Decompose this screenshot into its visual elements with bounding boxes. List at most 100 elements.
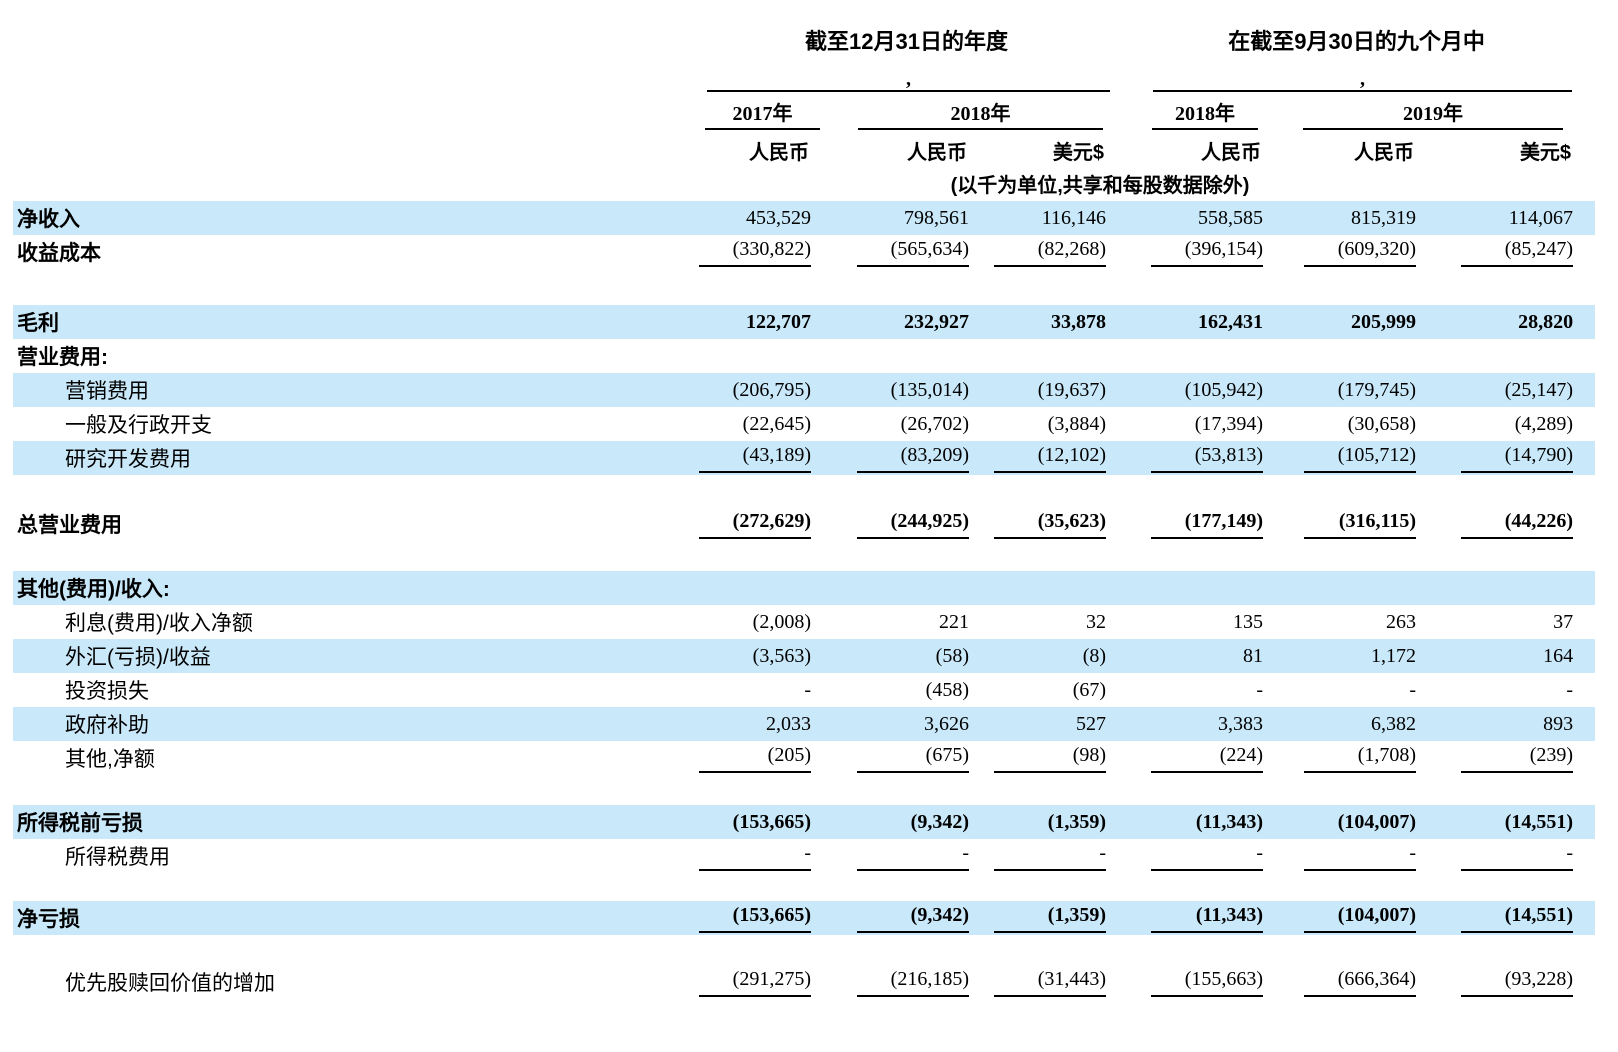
value-text: 122,707 bbox=[746, 310, 811, 333]
value-text: (58) bbox=[935, 644, 969, 667]
row-label: 净收入 bbox=[13, 201, 695, 235]
cell-value: (31,443) bbox=[981, 965, 1118, 999]
period-title-nine-months: 在截至9月30日的九个月中 bbox=[1228, 29, 1485, 54]
cell-value: 32 bbox=[981, 605, 1118, 639]
year-2019-interim: 2019年 bbox=[1275, 98, 1595, 134]
cell-value bbox=[1118, 339, 1275, 373]
spacer-cell bbox=[13, 775, 1595, 805]
year-label: 2018年 bbox=[1152, 103, 1259, 130]
cell-value: (83,209) bbox=[823, 441, 981, 475]
value-text: 3,383 bbox=[1218, 712, 1264, 735]
cell-value bbox=[695, 571, 823, 605]
spacer-row bbox=[13, 873, 1595, 901]
cell-value: (216,185) bbox=[823, 965, 981, 999]
cell-value: (44,226) bbox=[1428, 507, 1595, 541]
value-text: 205,999 bbox=[1351, 310, 1417, 333]
value-text: (153,665) bbox=[699, 904, 811, 933]
cell-value: 114,067 bbox=[1428, 201, 1596, 235]
value-text: (396,154) bbox=[1151, 238, 1264, 267]
value-text: 527 bbox=[1076, 712, 1107, 735]
row-label: 收益成本 bbox=[17, 242, 101, 265]
value-text: (206,795) bbox=[732, 378, 811, 401]
units-note: (以千为单位,共享和每股数据除外) bbox=[950, 175, 1250, 197]
value-text: 1,172 bbox=[1371, 644, 1417, 667]
cell-value: (12,102) bbox=[981, 441, 1119, 475]
group-rule-row: , , bbox=[13, 64, 1595, 98]
row-label: 外汇(亏损)/收益 bbox=[13, 639, 695, 673]
row-label: 所得税费用 bbox=[65, 846, 170, 869]
value-text: (458) bbox=[925, 678, 969, 701]
spacer-row bbox=[13, 935, 1595, 965]
value-text: - bbox=[1461, 842, 1574, 871]
period-group-2: 在截至9月30日的九个月中 bbox=[1118, 20, 1595, 64]
cell-value: (153,665) bbox=[695, 805, 823, 839]
value-text: - bbox=[1256, 678, 1264, 701]
cell-value: - bbox=[1118, 839, 1275, 873]
cell-value: (224) bbox=[1118, 741, 1275, 775]
cell-value: (8) bbox=[981, 639, 1119, 673]
period-title-annual: 截至12月31日的年度 bbox=[805, 29, 1008, 54]
cell-value: (1,359) bbox=[981, 805, 1119, 839]
cell-value: (43,189) bbox=[695, 441, 823, 475]
cell-value: (30,658) bbox=[1275, 407, 1428, 441]
cell-value: 1,172 bbox=[1275, 639, 1429, 673]
cell-value: - bbox=[1428, 673, 1595, 707]
value-text: (30,658) bbox=[1347, 412, 1417, 435]
value-text: (22,645) bbox=[742, 412, 811, 435]
table-row: 外汇(亏损)/收益 (3,563) (58) (8) 81 1,172 164 bbox=[13, 639, 1596, 673]
cell-value bbox=[1275, 339, 1428, 373]
cell-value bbox=[981, 339, 1118, 373]
cell-value: (104,007) bbox=[1275, 901, 1429, 935]
cell-value: 221 bbox=[823, 605, 981, 639]
value-text: (98) bbox=[994, 744, 1107, 773]
table-row: 收益成本 (330,822) (565,634) (82,268) (396,154) (… bbox=[13, 235, 1595, 269]
value-text: (9,342) bbox=[910, 810, 969, 833]
cell-value bbox=[823, 571, 981, 605]
cell-value: (2,008) bbox=[695, 605, 823, 639]
cell-value: (104,007) bbox=[1275, 805, 1429, 839]
row-label: 投资损失 bbox=[65, 680, 149, 703]
cell-value: (93,228) bbox=[1428, 965, 1595, 999]
cell-value: (4,289) bbox=[1428, 407, 1595, 441]
cell-value: - bbox=[981, 839, 1118, 873]
value-text: 28,820 bbox=[1518, 310, 1574, 333]
header-spacer bbox=[13, 20, 695, 64]
spacer-row bbox=[13, 269, 1595, 305]
table-row: 毛利 122,707 232,927 33,878 162,431 205,999 28,8… bbox=[13, 305, 1596, 339]
cell-value: - bbox=[1275, 673, 1428, 707]
cell-value bbox=[981, 571, 1119, 605]
cell-value: - bbox=[695, 673, 823, 707]
group-rule-2: , bbox=[1118, 64, 1595, 98]
currency-label: 人民币 bbox=[907, 141, 967, 164]
cell-value: (244,925) bbox=[823, 507, 981, 541]
table-row: 政府补助 2,033 3,626 527 3,383 6,382 893 bbox=[13, 707, 1596, 741]
header-spacer bbox=[13, 134, 695, 166]
cell-value: (17,394) bbox=[1118, 407, 1275, 441]
cell-value: (565,634) bbox=[823, 235, 981, 269]
cell-value: 453,529 bbox=[695, 201, 823, 235]
row-label: 营业费用: bbox=[17, 346, 108, 369]
value-text: (1,359) bbox=[1047, 810, 1107, 833]
cell-value: 164 bbox=[1428, 639, 1596, 673]
row-label: 净亏损 bbox=[13, 901, 695, 935]
value-text: 116,146 bbox=[1041, 206, 1107, 229]
cell-value: (14,790) bbox=[1428, 441, 1596, 475]
value-text: 263 bbox=[1386, 610, 1417, 633]
header-spacer bbox=[13, 166, 695, 201]
year-label: 2019年 bbox=[1303, 103, 1564, 130]
table-row: 营业费用: bbox=[13, 339, 1595, 373]
value-text: 453,529 bbox=[746, 206, 811, 229]
cell-value: (205) bbox=[695, 741, 823, 775]
cell-value: - bbox=[1118, 673, 1275, 707]
value-text: (565,634) bbox=[857, 238, 969, 267]
row-label: 营销费用 bbox=[13, 373, 695, 407]
value-text: (11,343) bbox=[1151, 904, 1264, 933]
value-text: (177,149) bbox=[1151, 510, 1264, 539]
value-text: (1,708) bbox=[1304, 744, 1417, 773]
value-text: 798,561 bbox=[904, 206, 969, 229]
value-text: (14,790) bbox=[1461, 444, 1574, 473]
table-row: 投资损失 - (458) (67) - - - bbox=[13, 673, 1595, 707]
header-spacer bbox=[13, 98, 695, 134]
table-row: 其他,净额 (205) (675) (98) (224) (1,708) (239) bbox=[13, 741, 1595, 775]
value-text: 3,626 bbox=[924, 712, 969, 735]
